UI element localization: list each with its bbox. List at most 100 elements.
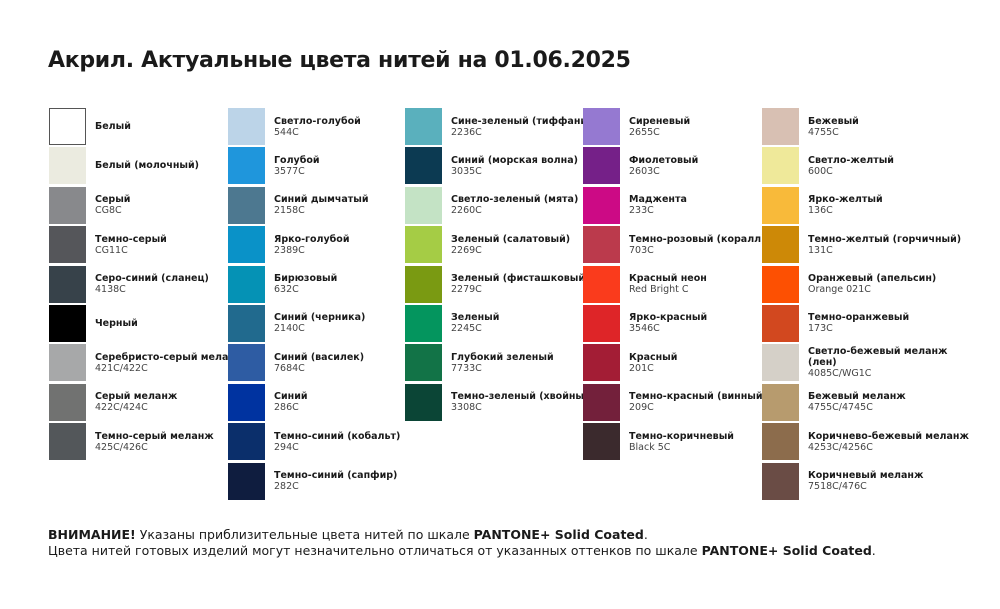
color-name: Черный [95,317,138,329]
pantone-code: 209C [629,402,654,414]
warning-label: ВНИМАНИЕ! [48,527,136,542]
pantone-code: 201C [629,362,654,374]
color-name: Оранжевый (апельсин) [808,273,937,285]
color-name: Бежевый [808,115,859,127]
color-name: Белый [95,121,131,132]
color-swatch [228,383,265,421]
pantone-code: 4755C/4745C [808,402,873,414]
color-name: Фиолетовый [629,154,699,166]
color-swatch [762,186,799,224]
pantone-code: 2140C [274,323,305,335]
color-swatch [49,226,86,264]
pantone-code: 2279C [451,284,482,296]
color-swatch [583,344,620,382]
color-swatch [583,265,620,303]
color-name: Синий [274,391,308,403]
color-name: Красный неон [629,273,707,285]
color-name: Серо-синий (сланец) [95,273,209,285]
color-swatch [228,265,265,303]
color-name: Серебристо-серый меланж [95,351,245,363]
pantone-code: 7684C [274,362,305,374]
color-name: Светло-голубой [274,115,361,127]
color-name: Маджента [629,194,687,206]
color-swatch [49,423,86,461]
color-swatch [405,265,442,303]
pantone-code: 7733C [451,362,482,374]
color-name: Коричнево-бежевый меланж [808,430,969,442]
pantone-code: 425C/426C [95,441,148,453]
color-name: Сиреневый [629,115,691,127]
pantone-code: 3035C [451,165,482,177]
color-name: Серый [95,194,131,206]
color-name: Синий дымчатый [274,194,369,206]
pantone-code: 3546C [629,323,660,335]
color-swatch [49,344,86,382]
color-swatch [49,383,86,421]
color-name: Серый меланж [95,391,178,403]
pantone-code: 3308C [451,402,482,414]
color-name: Бежевый меланж [808,391,906,403]
color-name: Ярко-желтый [808,194,883,206]
pantone-code: 2389C [274,244,305,256]
color-swatch [228,462,265,500]
pantone-code: 2245C [451,323,482,335]
color-name: Зеленый (салатовый) [451,233,571,245]
period: . [643,527,648,542]
color-swatch [405,383,442,421]
color-swatch [405,304,442,342]
color-swatch [762,304,799,342]
pantone-code: 703C [629,244,654,256]
color-swatch [762,226,799,264]
color-swatch [405,186,442,224]
color-name: Темно-зеленый (хвойный) [451,391,596,403]
pantone-code: CG11C [95,244,128,256]
pantone-code: 2260C [451,205,482,217]
color-swatch [583,423,620,461]
page-title: Акрил. Актуальные цвета нитей на 01.06.2… [48,48,631,73]
color-swatch [405,108,442,145]
color-swatch [49,304,86,342]
scale-name: PANTONE+ Solid Coated [473,527,644,542]
color-swatch [228,304,265,342]
color-swatch [583,304,620,342]
pantone-code: 544C [274,126,299,138]
pantone-code: Black 5C [629,441,671,453]
color-swatch [583,383,620,421]
pantone-code: 2269C [451,244,482,256]
color-swatch [228,344,265,382]
color-name: Темно-синий (кобальт) [274,430,401,442]
color-swatch [228,108,265,145]
note-text: Цвета нитей готовых изделий могут незнач… [48,543,702,558]
color-name: Темно-серый меланж [95,430,214,442]
pantone-code: 286C [274,402,299,414]
pantone-code: 421C/422C [95,362,148,374]
pantone-code: 282C [274,481,299,493]
color-swatch [583,186,620,224]
color-name: Зеленый (фисташковый) [451,273,590,285]
color-name: Ярко-красный [629,312,708,324]
pantone-code: 233C [629,205,654,217]
pantone-code: 4755C [808,126,839,138]
color-swatch [228,423,265,461]
color-swatch [405,147,442,185]
color-swatch [228,147,265,185]
color-swatch [583,226,620,264]
color-name: Ярко-голубой [274,233,350,245]
pantone-code: 173C [808,323,833,335]
color-name: Светло-зеленый (мята) [451,194,579,206]
color-swatch [762,423,799,461]
pantone-code: Red Bright C [629,284,689,296]
pantone-code: 632C [274,284,299,296]
color-swatch [405,344,442,382]
color-name: Светло-желтый [808,154,894,166]
pantone-code: Orange 021C [808,284,871,296]
color-name: Темно-коричневый [629,430,734,442]
color-name: Красный [629,351,678,363]
pantone-code: 294C [274,441,299,453]
color-swatch [49,108,86,145]
color-name: Зеленый [451,312,500,324]
color-name: Синий (василек) [274,351,365,363]
color-name: Коричневый меланж [808,470,924,482]
color-name: Белый (молочный) [95,160,199,172]
color-name: Темно-желтый (горчичный) [808,233,962,245]
